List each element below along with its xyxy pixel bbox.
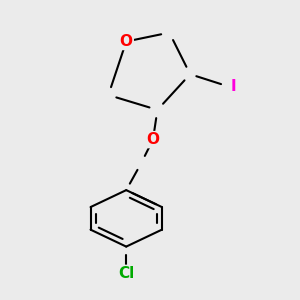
Text: O: O: [146, 132, 160, 147]
Text: O: O: [120, 34, 133, 49]
Text: I: I: [230, 79, 236, 94]
Text: Cl: Cl: [118, 266, 134, 281]
